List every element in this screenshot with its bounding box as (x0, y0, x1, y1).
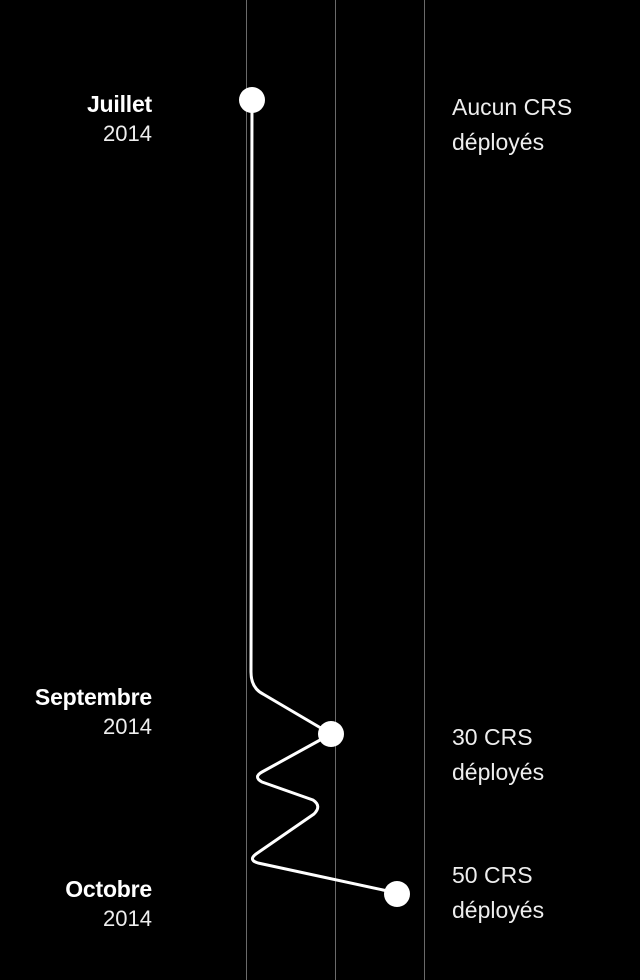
date-year: 2014 (103, 714, 152, 739)
status-line: Aucun CRS (452, 94, 573, 120)
timeline-path (249, 98, 399, 895)
date-label-septembre: Septembre 2014 (35, 683, 152, 741)
date-month: Juillet (86, 91, 152, 117)
date-year: 2014 (103, 121, 152, 146)
timeline-node-juillet (239, 87, 265, 113)
date-label-octobre: Octobre 2014 (65, 875, 152, 933)
status-line: déployés (452, 759, 545, 785)
status-text-juillet: Aucun CRS déployés (452, 90, 632, 160)
status-text-septembre: 30 CRS déployés (452, 720, 632, 790)
status-line: 30 CRS (452, 724, 533, 750)
status-text-octobre: 50 CRS déployés (452, 858, 632, 928)
timeline-node-septembre (318, 721, 344, 747)
date-month: Septembre (34, 684, 152, 710)
status-line: déployés (452, 129, 545, 155)
date-month: Octobre (65, 876, 152, 902)
status-line: 50 CRS (452, 862, 533, 888)
status-line: déployés (452, 897, 545, 923)
date-label-juillet: Juillet 2014 (87, 90, 152, 148)
timeline-node-octobre (384, 881, 410, 907)
date-year: 2014 (103, 906, 152, 931)
